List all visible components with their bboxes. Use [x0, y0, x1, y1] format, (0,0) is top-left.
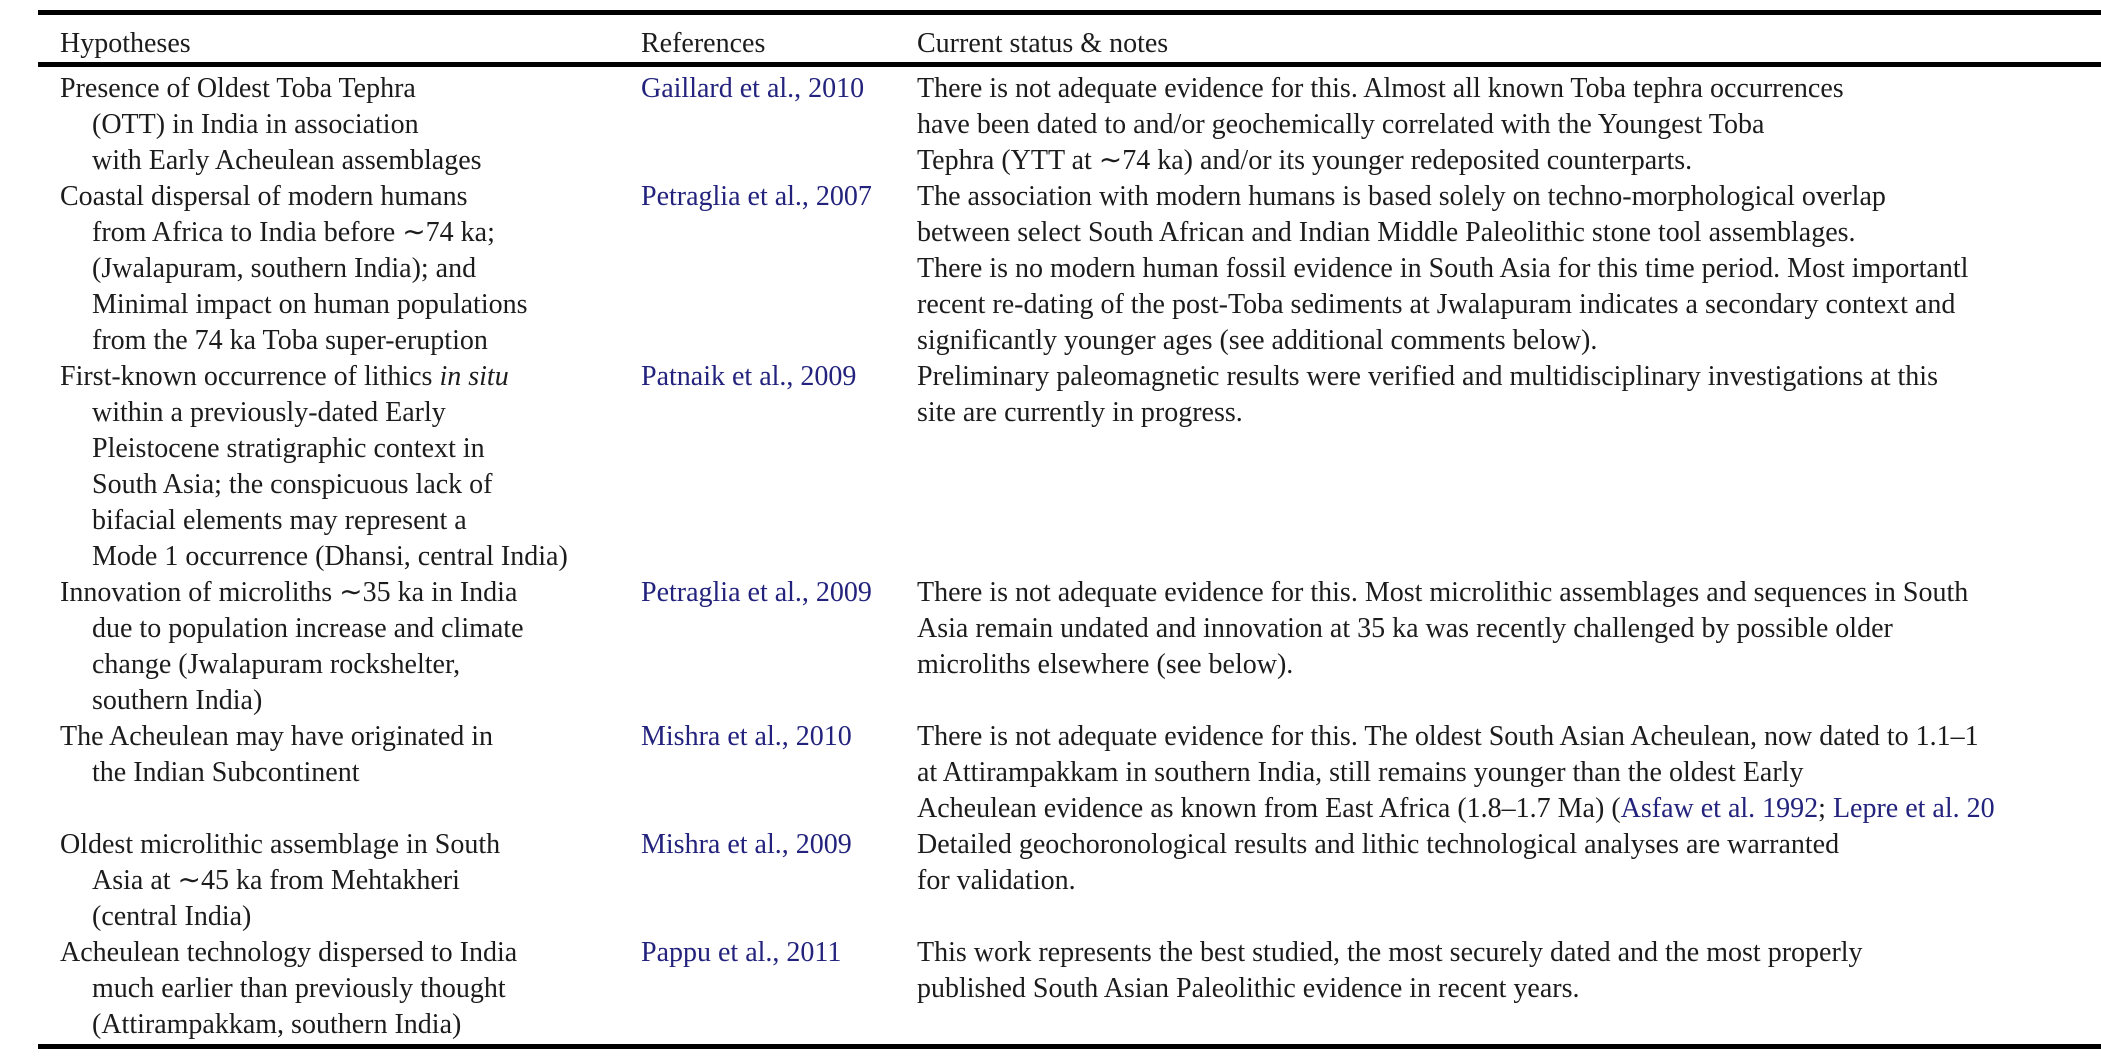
hypothesis-line: Mode 1 occurrence (Dhansi, central India…: [92, 541, 568, 572]
hypothesis-line: Acheulean technology dispersed to India: [60, 937, 518, 968]
hypothesis-line: from the 74 ka Toba super-eruption: [92, 325, 488, 356]
hypothesis-line: Oldest microlithic assemblage in South: [60, 829, 501, 860]
notes-cell: There is not adequate evidence for this.…: [917, 575, 2101, 683]
notes-line: site are currently in progress.: [917, 397, 1243, 428]
hypothesis-line: bifacial elements may represent a: [92, 505, 467, 536]
hypothesis-line: with Early Acheulean assemblages: [92, 145, 482, 176]
hypothesis-line: (OTT) in India in association: [92, 109, 419, 140]
notes-line: Tephra (YTT at ∼74 ka) and/or its younge…: [917, 145, 1693, 176]
reference-link[interactable]: Petraglia et al., 2009: [641, 577, 872, 608]
hypothesis-cell: Innovation of microliths ∼35 ka in India…: [38, 575, 641, 719]
table-bottom-rule: [38, 1044, 2101, 1049]
column-header-current-status-notes: Current status & notes: [917, 28, 1169, 59]
notes-cell: There is not adequate evidence for this.…: [917, 719, 2101, 827]
reference-cell: Pappu et al., 2011: [641, 935, 917, 971]
notes-cell: This work represents the best studied, t…: [917, 935, 2101, 1007]
hypothesis-cell: Presence of Oldest Toba Tephra (OTT) in I…: [38, 71, 641, 179]
notes-line: microliths elsewhere (see below).: [917, 649, 1294, 680]
notes-line: There is not adequate evidence for this.…: [917, 73, 1844, 104]
reference-link[interactable]: Gaillard et al., 2010: [641, 73, 865, 104]
hypothesis-line: (central India): [92, 901, 252, 932]
table-top-rule: [38, 10, 2101, 15]
hypothesis-line: Minimal impact on human populations: [92, 289, 528, 320]
notes-cell: There is not adequate evidence for this.…: [917, 71, 2101, 179]
hypothesis-line: South Asia; the conspicuous lack of: [92, 469, 493, 500]
hypothesis-line: within a previously-dated Early: [92, 397, 446, 428]
hypothesis-cell: The Acheulean may have originated in the …: [38, 719, 641, 791]
reference-cell: Gaillard et al., 2010: [641, 71, 917, 107]
hypothesis-line: due to population increase and climate: [92, 613, 524, 644]
hypothesis-line: (Attirampakkam, southern India): [92, 1009, 462, 1040]
notes-line: Acheulean evidence as known from East Af…: [917, 791, 2101, 827]
hypothesis-line: Innovation of microliths ∼35 ka in India: [60, 577, 518, 608]
hypothesis-line: southern India): [92, 685, 263, 716]
table-body: Presence of Oldest Toba Tephra (OTT) in I…: [38, 71, 2101, 1043]
text-segment: Acheulean evidence as known from East Af…: [917, 793, 1621, 824]
notes-line: for validation.: [917, 865, 1076, 896]
reference-link[interactable]: Pappu et al., 2011: [641, 937, 842, 968]
citation-link[interactable]: Asfaw et al. 1992: [1620, 793, 1819, 824]
hypothesis-cell: Coastal dispersal of modern humans from A…: [38, 179, 641, 359]
notes-line: The association with modern humans is ba…: [917, 181, 1886, 212]
hypothesis-cell: Oldest microlithic assemblage in South As…: [38, 827, 641, 935]
column-header-references: References: [641, 28, 766, 59]
table-row: The Acheulean may have originated in the …: [38, 719, 2101, 827]
hypothesis-line: Presence of Oldest Toba Tephra: [60, 73, 416, 104]
notes-line: There is not adequate evidence for this.…: [917, 577, 1969, 608]
notes-line: Detailed geochoronological results and l…: [917, 829, 1840, 860]
notes-line: between select South African and Indian …: [917, 217, 1856, 248]
hypothesis-line: (Jwalapuram, southern India); and: [92, 253, 477, 284]
hypothesis-cell: First-known occurrence of lithics in sit…: [38, 359, 641, 575]
reference-link[interactable]: Petraglia et al., 2007: [641, 181, 872, 212]
citation-link[interactable]: Lepre et al. 20: [1832, 793, 1995, 824]
reference-cell: Patnaik et al., 2009: [641, 359, 917, 395]
text-segment: First-known occurrence of lithics: [60, 361, 440, 392]
hypothesis-line: from Africa to India before ∼74 ka;: [92, 217, 495, 248]
table-row: Coastal dispersal of modern humans from A…: [38, 179, 2101, 359]
notes-line: published South Asian Paleolithic eviden…: [917, 973, 1580, 1004]
reference-link[interactable]: Mishra et al., 2009: [641, 829, 852, 860]
notes-cell: Detailed geochoronological results and l…: [917, 827, 2101, 899]
table-row: First-known occurrence of lithics in sit…: [38, 359, 2101, 575]
notes-line: There is no modern human fossil evidence…: [917, 253, 1969, 284]
hypothesis-line: Pleistocene stratigraphic context in: [92, 433, 485, 464]
notes-line: This work represents the best studied, t…: [917, 937, 1863, 968]
notes-line: Preliminary paleomagnetic results were v…: [917, 361, 1938, 392]
hypothesis-line: change (Jwalapuram rockshelter,: [92, 649, 461, 680]
table-header-rule: [38, 62, 2101, 67]
notes-cell: The association with modern humans is ba…: [917, 179, 2101, 359]
hypothesis-line: much earlier than previously thought: [92, 973, 506, 1004]
hypothesis-line: The Acheulean may have originated in: [60, 721, 494, 752]
hypothesis-line: Coastal dispersal of modern humans: [60, 181, 468, 212]
reference-cell: Petraglia et al., 2009: [641, 575, 917, 611]
text-segment: in situ: [439, 361, 509, 392]
reference-cell: Petraglia et al., 2007: [641, 179, 917, 215]
notes-line: at Attirampakkam in southern India, stil…: [917, 757, 1804, 788]
table-row: Innovation of microliths ∼35 ka in India…: [38, 575, 2101, 719]
reference-link[interactable]: Mishra et al., 2010: [641, 721, 852, 752]
text-segment: ;: [1818, 793, 1833, 824]
hypothesis-line: the Indian Subcontinent: [92, 757, 360, 788]
notes-line: have been dated to and/or geochemically …: [917, 109, 1765, 140]
column-header-hypotheses: Hypotheses: [60, 28, 191, 59]
reference-cell: Mishra et al., 2010: [641, 719, 917, 755]
hypothesis-line: First-known occurrence of lithics in sit…: [60, 359, 641, 395]
notes-line: Asia remain undated and innovation at 35…: [917, 613, 1893, 644]
notes-line: There is not adequate evidence for this.…: [917, 721, 1979, 752]
table-row: Presence of Oldest Toba Tephra (OTT) in I…: [38, 71, 2101, 179]
table-row: Oldest microlithic assemblage in South As…: [38, 827, 2101, 935]
notes-line: significantly younger ages (see addition…: [917, 325, 1598, 356]
table-row: Acheulean technology dispersed to India m…: [38, 935, 2101, 1043]
notes-cell: Preliminary paleomagnetic results were v…: [917, 359, 2101, 431]
reference-link[interactable]: Patnaik et al., 2009: [641, 361, 857, 392]
table-header-row: Hypotheses References Current status & n…: [38, 25, 2101, 62]
hypothesis-line: Asia at ∼45 ka from Mehtakheri: [92, 865, 460, 896]
hypothesis-cell: Acheulean technology dispersed to India m…: [38, 935, 641, 1043]
notes-line: recent re-dating of the post-Toba sedime…: [917, 289, 1956, 320]
reference-cell: Mishra et al., 2009: [641, 827, 917, 863]
